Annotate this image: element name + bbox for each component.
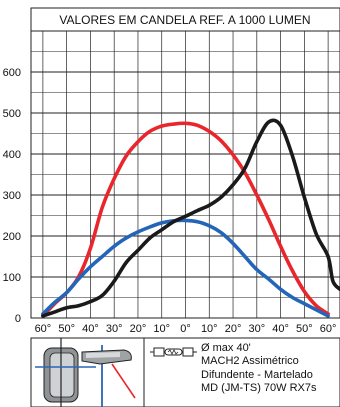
- x-tick-label: 20°: [130, 323, 147, 335]
- info-line-diameter: Ø max 40': [201, 342, 251, 354]
- x-tick-label: 30°: [106, 323, 123, 335]
- y-tick-label: 300: [3, 190, 21, 202]
- x-tick-label: 10°: [201, 323, 218, 335]
- y-tick-label: 400: [3, 149, 21, 161]
- lamp-icon: [150, 347, 197, 357]
- x-tick-label: 50°: [296, 323, 313, 335]
- series-line-blue: [41, 218, 330, 318]
- series-layer: [41, 118, 340, 318]
- x-tick-label: 20°: [225, 323, 242, 335]
- info-line-lamp: MD (JM-TS) 70W RX7s: [201, 382, 317, 394]
- y-tick-label: 0: [15, 313, 21, 325]
- x-tick-label: 60°: [35, 323, 52, 335]
- series-line-red: [41, 121, 330, 318]
- y-tick-label: 200: [3, 231, 21, 243]
- series-line-black: [41, 118, 340, 318]
- x-axis-ticks: 60° 50° 40° 30° 20° 10° 0° 10° 20° 30° 40° 50° 60°: [35, 323, 337, 335]
- x-tick-label: 40°: [272, 323, 289, 335]
- chart-title: VALORES EM CANDELA REF. A 1000 LUMEN: [59, 13, 310, 27]
- y-tick-label: 100: [3, 272, 21, 284]
- info-line-model: MACH2 Assimétrico: [201, 355, 299, 367]
- x-tick-label: 60°: [320, 323, 337, 335]
- x-tick-label: 50°: [58, 323, 75, 335]
- info-line-diffuser: Difundente - Martelado: [201, 369, 313, 381]
- y-tick-label: 600: [3, 67, 21, 79]
- luminaire-drawing-icon: [35, 338, 136, 407]
- y-axis-panel: [0, 0, 31, 407]
- x-tick-label: 40°: [82, 323, 99, 335]
- x-tick-label: 30°: [248, 323, 265, 335]
- x-tick-label: 0°: [180, 323, 191, 335]
- y-tick-label: 500: [3, 108, 21, 120]
- x-tick-label: 10°: [153, 323, 170, 335]
- y-axis-ticks: 0 100 200 300 400 500 600: [3, 67, 21, 325]
